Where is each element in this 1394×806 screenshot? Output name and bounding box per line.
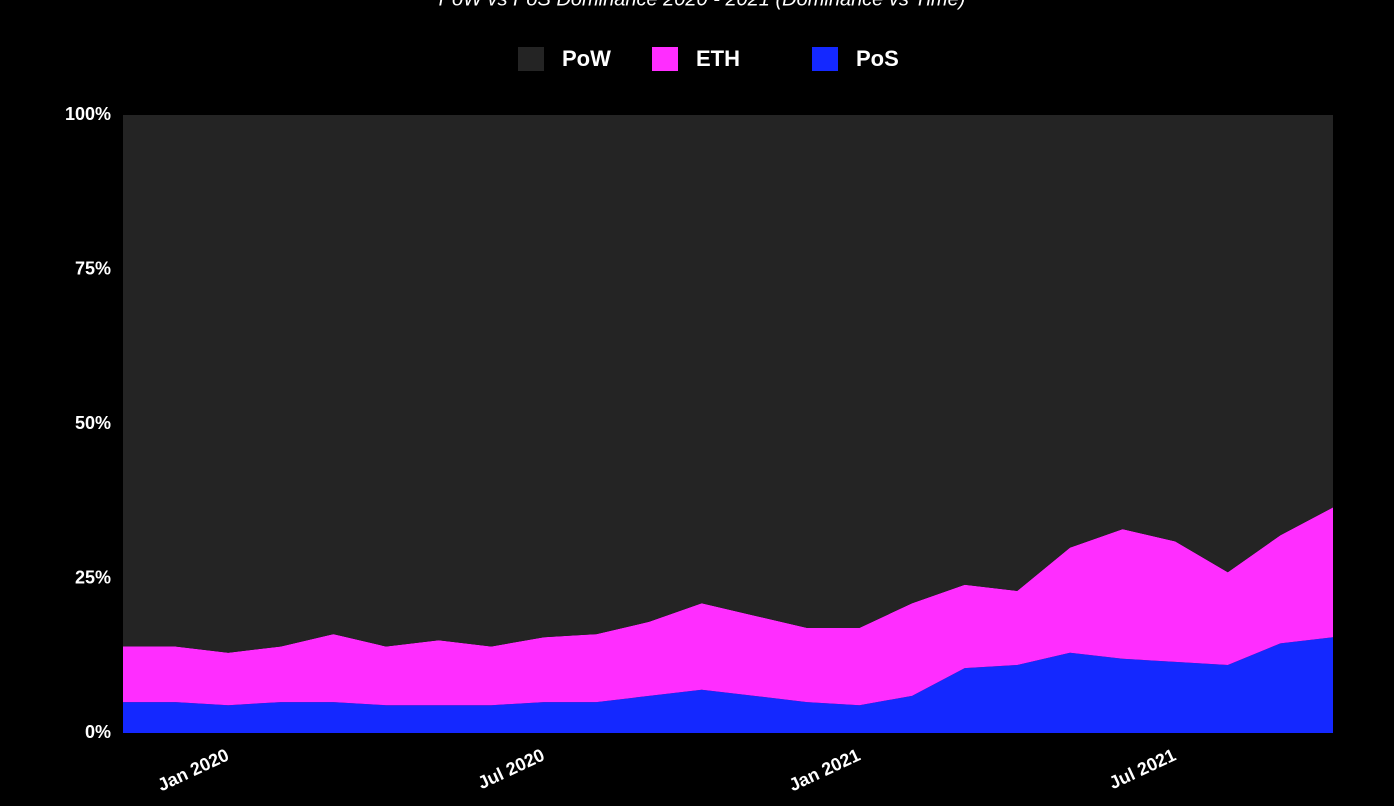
legend-swatch: [518, 47, 544, 71]
area: [123, 507, 1333, 706]
x-tick-label: Jan 2020: [155, 745, 232, 795]
area: [123, 115, 1333, 653]
legend-label: ETH: [696, 46, 740, 71]
x-tick-label: Jan 2021: [786, 745, 863, 795]
chart-title: PoW vs PoS Dominance 2020 - 2021 (Domina…: [439, 0, 966, 10]
legend-label: PoW: [562, 46, 611, 71]
y-tick-label: 75%: [75, 258, 111, 278]
y-tick-label: 25%: [75, 567, 111, 587]
area: [123, 637, 1333, 733]
legend-swatch: [652, 47, 678, 71]
legend-label: PoS: [856, 46, 899, 71]
x-tick-label: Jul 2021: [1106, 745, 1179, 793]
legend-swatch: [812, 47, 838, 71]
y-tick-label: 100%: [65, 104, 111, 124]
x-tick-label: Jul 2020: [475, 745, 548, 793]
y-tick-label: 50%: [75, 413, 111, 433]
y-tick-label: 0%: [85, 722, 111, 742]
